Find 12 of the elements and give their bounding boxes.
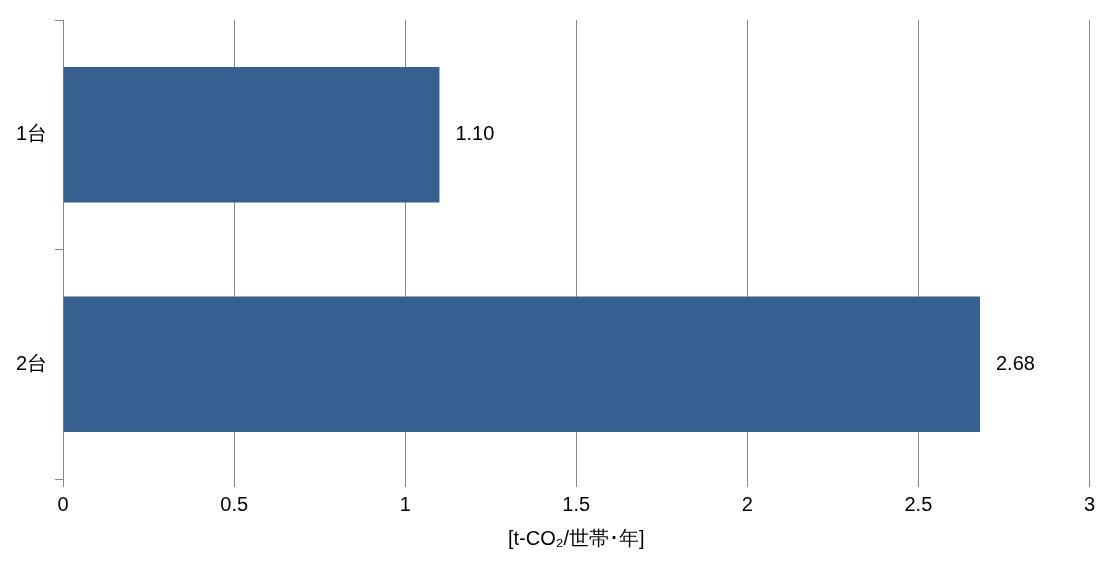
x-tick-label: 3 bbox=[1083, 492, 1095, 515]
x-axis-title: [t-CO₂/世帯･年] bbox=[507, 526, 645, 549]
data-label: 2.68 bbox=[995, 351, 1035, 374]
x-tick-label: 0 bbox=[57, 492, 69, 515]
x-tick-label: 0.5 bbox=[220, 492, 249, 515]
x-tick-label: 1 bbox=[399, 492, 411, 515]
x-tick-label: 2.5 bbox=[904, 492, 933, 515]
data-label: 1.10 bbox=[455, 122, 495, 145]
x-tick-label: 1.5 bbox=[562, 492, 591, 515]
x-tick-label: 2 bbox=[741, 492, 753, 515]
y-tick-label: 2台 bbox=[16, 351, 48, 374]
y-tick-label: 1台 bbox=[16, 122, 48, 145]
